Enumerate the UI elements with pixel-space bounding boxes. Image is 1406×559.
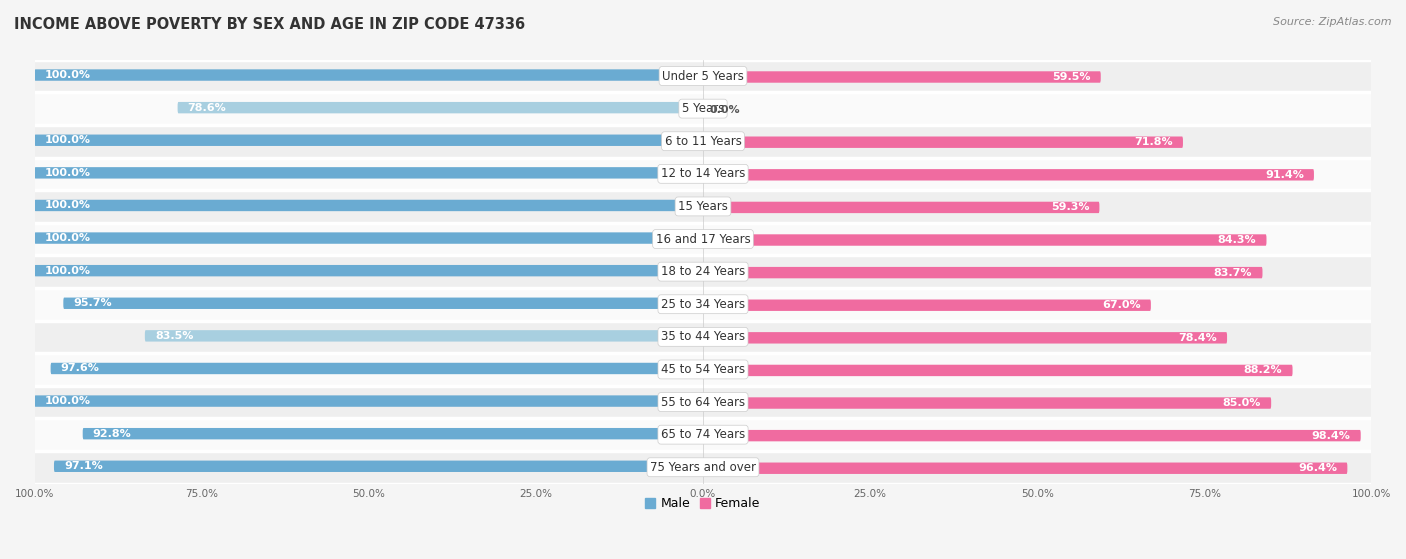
Text: 83.7%: 83.7% xyxy=(1213,268,1253,278)
Text: 71.8%: 71.8% xyxy=(1135,137,1173,147)
Text: 100.0%: 100.0% xyxy=(45,70,91,80)
Text: 97.6%: 97.6% xyxy=(60,363,100,373)
Text: 95.7%: 95.7% xyxy=(73,299,112,308)
FancyBboxPatch shape xyxy=(35,418,1371,451)
Text: 75 Years and over: 75 Years and over xyxy=(650,461,756,474)
FancyBboxPatch shape xyxy=(35,386,1371,418)
FancyBboxPatch shape xyxy=(35,167,703,178)
Text: 16 and 17 Years: 16 and 17 Years xyxy=(655,233,751,245)
Text: 83.5%: 83.5% xyxy=(155,331,194,341)
FancyBboxPatch shape xyxy=(703,136,1182,148)
Text: 0.0%: 0.0% xyxy=(710,105,741,115)
Text: 88.2%: 88.2% xyxy=(1244,366,1282,376)
FancyBboxPatch shape xyxy=(703,332,1227,344)
FancyBboxPatch shape xyxy=(35,60,1371,92)
FancyBboxPatch shape xyxy=(703,267,1263,278)
FancyBboxPatch shape xyxy=(35,222,1371,255)
Text: 78.4%: 78.4% xyxy=(1178,333,1218,343)
FancyBboxPatch shape xyxy=(35,451,1371,484)
Text: 55 to 64 Years: 55 to 64 Years xyxy=(661,396,745,409)
Text: 100.0%: 100.0% xyxy=(45,135,91,145)
FancyBboxPatch shape xyxy=(703,462,1347,474)
FancyBboxPatch shape xyxy=(35,288,1371,320)
FancyBboxPatch shape xyxy=(177,102,703,113)
FancyBboxPatch shape xyxy=(703,300,1152,311)
Text: 85.0%: 85.0% xyxy=(1223,398,1261,408)
Text: Source: ZipAtlas.com: Source: ZipAtlas.com xyxy=(1274,17,1392,27)
Text: 91.4%: 91.4% xyxy=(1265,170,1303,180)
Text: 78.6%: 78.6% xyxy=(188,103,226,113)
Text: 6 to 11 Years: 6 to 11 Years xyxy=(665,135,741,148)
Text: 100.0%: 100.0% xyxy=(45,201,91,210)
FancyBboxPatch shape xyxy=(35,320,1371,353)
FancyBboxPatch shape xyxy=(63,297,703,309)
Text: 98.4%: 98.4% xyxy=(1312,430,1351,440)
FancyBboxPatch shape xyxy=(35,353,1371,386)
Text: 45 to 54 Years: 45 to 54 Years xyxy=(661,363,745,376)
FancyBboxPatch shape xyxy=(703,169,1315,181)
FancyBboxPatch shape xyxy=(51,363,703,374)
Text: 100.0%: 100.0% xyxy=(45,233,91,243)
Text: 18 to 24 Years: 18 to 24 Years xyxy=(661,265,745,278)
FancyBboxPatch shape xyxy=(53,461,703,472)
FancyBboxPatch shape xyxy=(35,233,703,244)
Text: 67.0%: 67.0% xyxy=(1102,300,1140,310)
Text: 25 to 34 Years: 25 to 34 Years xyxy=(661,298,745,311)
FancyBboxPatch shape xyxy=(35,92,1371,125)
FancyBboxPatch shape xyxy=(703,364,1292,376)
Text: 15 Years: 15 Years xyxy=(678,200,728,213)
FancyBboxPatch shape xyxy=(35,69,703,80)
FancyBboxPatch shape xyxy=(703,397,1271,409)
FancyBboxPatch shape xyxy=(35,190,1371,222)
Text: 59.3%: 59.3% xyxy=(1050,202,1090,212)
Text: 100.0%: 100.0% xyxy=(45,396,91,406)
FancyBboxPatch shape xyxy=(703,202,1099,213)
FancyBboxPatch shape xyxy=(145,330,703,342)
Text: 92.8%: 92.8% xyxy=(93,429,132,439)
Text: 84.3%: 84.3% xyxy=(1218,235,1257,245)
Text: 65 to 74 Years: 65 to 74 Years xyxy=(661,428,745,441)
FancyBboxPatch shape xyxy=(35,200,703,211)
FancyBboxPatch shape xyxy=(35,125,1371,158)
Text: 100.0%: 100.0% xyxy=(45,168,91,178)
FancyBboxPatch shape xyxy=(35,395,703,407)
Text: Under 5 Years: Under 5 Years xyxy=(662,69,744,83)
Text: INCOME ABOVE POVERTY BY SEX AND AGE IN ZIP CODE 47336: INCOME ABOVE POVERTY BY SEX AND AGE IN Z… xyxy=(14,17,526,32)
Text: 5 Years: 5 Years xyxy=(682,102,724,115)
Text: 100.0%: 100.0% xyxy=(45,266,91,276)
FancyBboxPatch shape xyxy=(703,72,1101,83)
FancyBboxPatch shape xyxy=(35,158,1371,190)
FancyBboxPatch shape xyxy=(703,234,1267,246)
Text: 96.4%: 96.4% xyxy=(1298,463,1337,473)
FancyBboxPatch shape xyxy=(35,265,703,276)
Text: 12 to 14 Years: 12 to 14 Years xyxy=(661,167,745,181)
Text: 59.5%: 59.5% xyxy=(1052,72,1091,82)
FancyBboxPatch shape xyxy=(35,135,703,146)
FancyBboxPatch shape xyxy=(83,428,703,439)
Text: 35 to 44 Years: 35 to 44 Years xyxy=(661,330,745,343)
FancyBboxPatch shape xyxy=(35,255,1371,288)
Text: 97.1%: 97.1% xyxy=(65,461,103,471)
Legend: Male, Female: Male, Female xyxy=(641,492,765,515)
FancyBboxPatch shape xyxy=(703,430,1361,442)
